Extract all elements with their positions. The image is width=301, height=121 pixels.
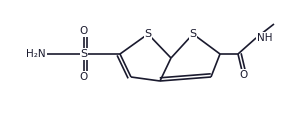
Text: S: S: [189, 29, 197, 39]
Text: H₂N: H₂N: [26, 49, 46, 59]
Text: O: O: [239, 70, 247, 80]
Text: O: O: [80, 72, 88, 82]
Text: S: S: [80, 49, 88, 59]
Text: NH: NH: [257, 33, 272, 43]
Text: S: S: [144, 29, 152, 39]
Text: O: O: [80, 26, 88, 36]
